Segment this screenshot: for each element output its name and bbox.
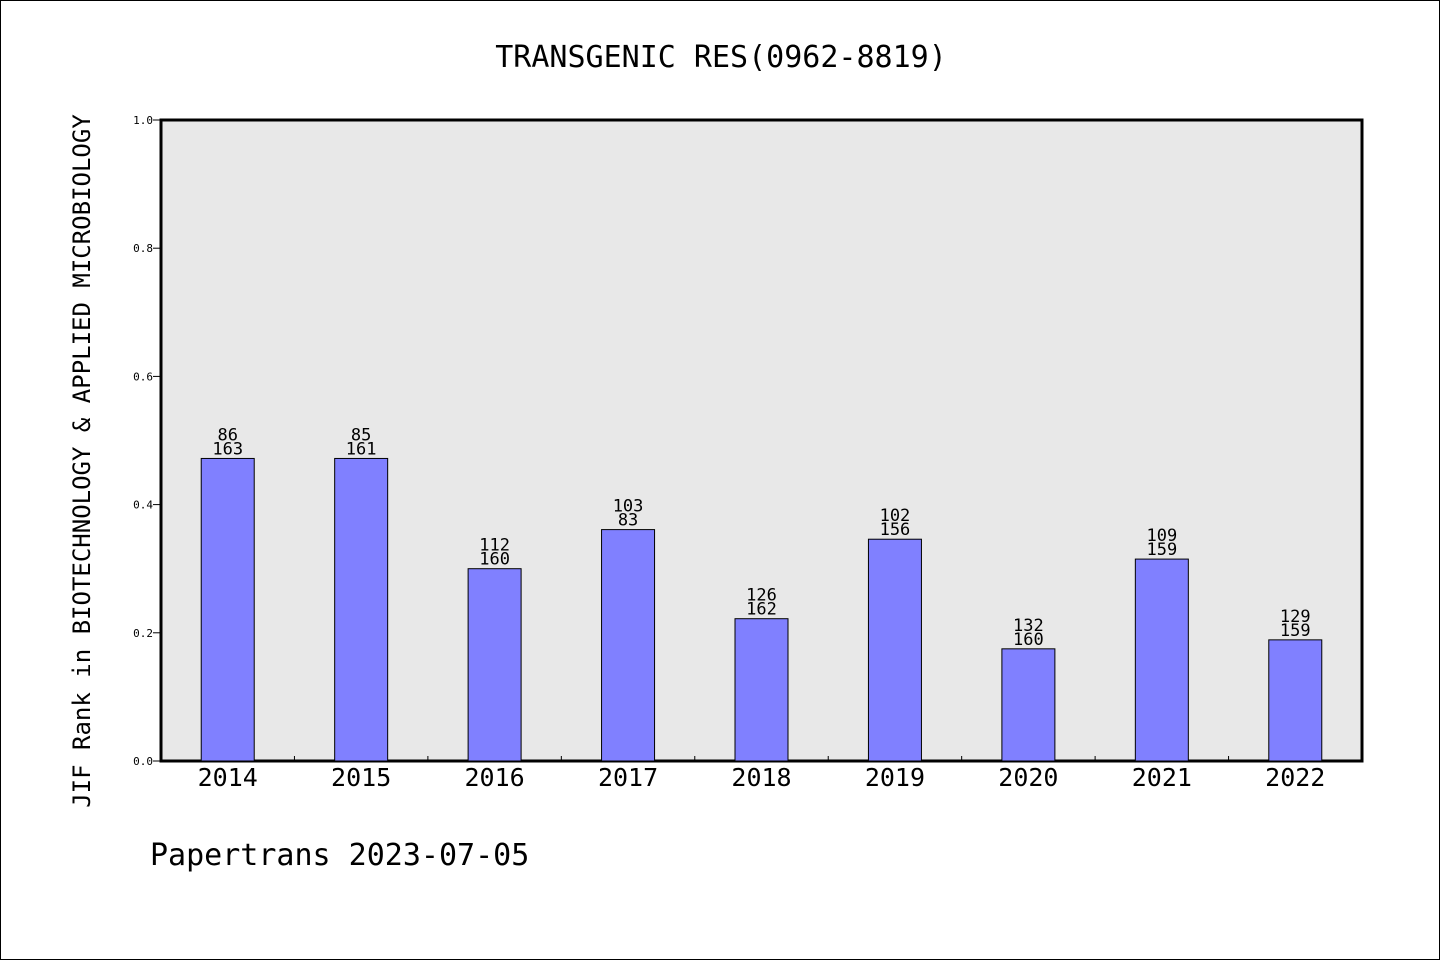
y-tick-label: 0.0 <box>133 755 153 768</box>
bar-label-top: 129 <box>1280 607 1311 627</box>
bar-label-top: 86 <box>217 425 237 445</box>
footer-source: Papertrans 2023-07-05 <box>150 838 529 873</box>
bar-2015 <box>334 457 389 762</box>
x-tick-label: 2016 <box>465 763 525 792</box>
bar-label-top: 109 <box>1146 526 1177 546</box>
bar-2016 <box>467 568 522 762</box>
bar-label-top: 132 <box>1013 616 1044 636</box>
x-tick-label: 2022 <box>1265 763 1325 792</box>
bar-2020 <box>1001 648 1056 762</box>
x-axis-ticks <box>293 756 1230 761</box>
y-tick-label: 0.4 <box>133 499 153 512</box>
y-axis-ticks: 0.0 0.2 0.4 0.6 0.8 1.0 <box>133 114 161 768</box>
y-tick-label: 0.6 <box>133 370 153 383</box>
bar-label-bottom: 160 <box>1013 630 1044 650</box>
x-tick-label: 2017 <box>598 763 658 792</box>
bar-label-bottom: 83 <box>618 511 638 531</box>
bar-label-bottom: 156 <box>880 520 911 540</box>
y-tick-label: 1.0 <box>133 114 153 127</box>
x-tick-label: 2018 <box>731 763 791 792</box>
bar-2021 <box>1134 558 1189 762</box>
bar-label-top: 85 <box>351 425 371 445</box>
y-axis-label: JIF Rank in BIOTECHNOLOGY & APPLIED MICR… <box>68 114 96 808</box>
bar-2018 <box>734 618 789 762</box>
bar-label-bottom: 160 <box>479 550 510 570</box>
x-tick-label: 2015 <box>331 763 391 792</box>
x-tick-label: 2019 <box>865 763 925 792</box>
bar-label-top: 112 <box>479 536 510 556</box>
x-tick-labels: 2014 2015 2016 2017 2018 2019 2020 2021 2022 <box>198 763 1326 792</box>
bar-labels: 8616385161112160103831261621021561321601… <box>212 425 1310 649</box>
bar-label-top: 102 <box>880 506 911 526</box>
x-tick-label: 2021 <box>1132 763 1192 792</box>
chart-title: TRANSGENIC RES(0962-8819) <box>495 40 947 75</box>
bar-label-top: 103 <box>613 497 644 517</box>
bar-2017 <box>601 529 656 762</box>
bar-label-top: 126 <box>746 586 777 606</box>
bar-label-bottom: 161 <box>346 439 377 459</box>
bar-label-bottom: 159 <box>1280 621 1311 641</box>
bar-label-bottom: 162 <box>746 600 777 620</box>
x-tick-label: 2014 <box>198 763 258 792</box>
y-tick-label: 0.8 <box>133 242 153 255</box>
bars <box>200 457 1323 762</box>
x-tick-label: 2020 <box>998 763 1058 792</box>
bar-2014 <box>200 457 255 762</box>
bar-2019 <box>867 538 922 762</box>
bar-2022 <box>1268 639 1323 762</box>
y-tick-label: 0.2 <box>133 627 153 640</box>
bar-label-bottom: 159 <box>1146 540 1177 560</box>
bar-label-bottom: 163 <box>212 439 243 459</box>
